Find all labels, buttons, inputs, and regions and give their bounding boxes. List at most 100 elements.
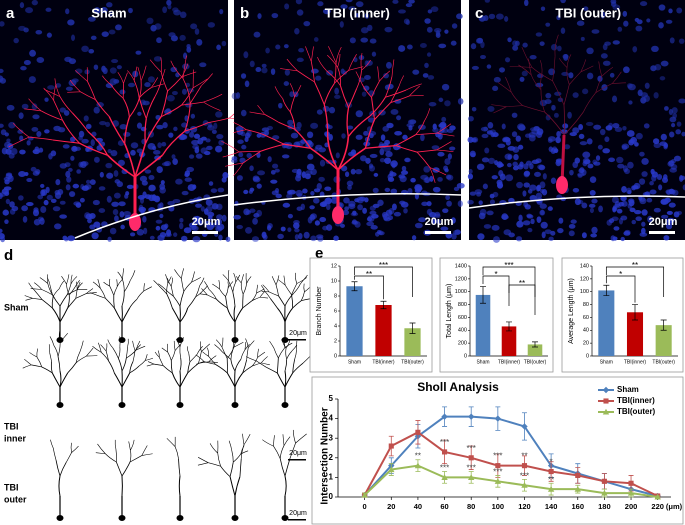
nucleus	[185, 102, 193, 108]
error-bar	[603, 284, 610, 296]
dendrite	[117, 271, 123, 280]
dendrite	[262, 133, 285, 145]
x-tick-label: 120	[518, 502, 531, 511]
nucleus	[38, 147, 44, 153]
dendrite	[259, 291, 265, 298]
dendrite	[159, 357, 164, 366]
nucleus	[470, 43, 477, 50]
dendrite	[580, 59, 587, 72]
dendrite	[184, 122, 209, 132]
dendrite	[36, 348, 38, 358]
dendrite	[395, 134, 416, 147]
dendrite	[233, 453, 242, 463]
nucleus	[304, 173, 311, 180]
nucleus	[192, 236, 201, 243]
nucleus	[399, 175, 407, 183]
nucleus	[550, 230, 556, 236]
nucleus	[555, 136, 561, 144]
dendrite	[276, 372, 286, 388]
nucleus	[319, 159, 326, 167]
nucleus	[278, 102, 283, 109]
nucleus	[405, 3, 413, 8]
nucleus	[33, 218, 41, 226]
dendrite	[134, 143, 147, 178]
nucleus	[377, 199, 384, 206]
significance-bracket	[508, 284, 536, 315]
nucleus	[93, 106, 100, 114]
marker	[601, 478, 607, 484]
nucleus	[602, 148, 611, 154]
dendrite	[268, 291, 279, 297]
dendrite	[113, 295, 115, 309]
nucleus	[240, 73, 247, 79]
dendrite	[178, 475, 181, 497]
dendrite	[182, 55, 187, 79]
dendrite	[361, 60, 371, 71]
nucleus	[408, 0, 415, 4]
dendrite	[261, 356, 268, 364]
dendrite	[201, 288, 208, 296]
nucleus	[71, 78, 79, 83]
dendrite	[161, 347, 168, 353]
nucleus	[111, 201, 120, 207]
dendrite	[189, 85, 202, 104]
nucleus	[682, 184, 685, 191]
dendrite	[67, 362, 77, 374]
dendrite	[238, 150, 262, 153]
nucleus	[355, 110, 363, 118]
dendrite	[339, 85, 350, 108]
nucleus	[235, 92, 241, 99]
nucleus	[208, 181, 214, 186]
bar	[375, 305, 392, 356]
nucleus	[563, 54, 569, 61]
nucleus	[355, 134, 363, 140]
nucleus	[563, 144, 571, 150]
nucleus	[345, 0, 353, 3]
nucleus	[59, 200, 66, 205]
nucleus	[13, 37, 19, 44]
nucleus	[313, 37, 319, 42]
nucleus	[206, 125, 215, 131]
nucleus	[23, 27, 29, 33]
nucleus	[339, 21, 344, 28]
scale-label: 20μm	[289, 510, 307, 517]
dendrite	[230, 359, 236, 372]
dendrite	[74, 70, 88, 82]
panel-label: b	[240, 5, 249, 22]
nucleus	[400, 201, 409, 208]
dendrite	[170, 360, 173, 374]
dendrite	[294, 349, 297, 360]
dendrite	[145, 96, 156, 119]
y-tick-label: 10	[331, 278, 337, 284]
nucleus	[225, 236, 231, 242]
dendrite	[390, 86, 400, 103]
dendrite	[59, 280, 65, 289]
nucleus	[286, 193, 293, 199]
dendrite	[242, 365, 253, 374]
nucleus	[21, 103, 29, 110]
dendrite	[66, 274, 70, 285]
nucleus	[342, 209, 350, 216]
x-tick-label: TBI(inner)	[498, 359, 521, 365]
nucleus	[586, 47, 594, 55]
dendrite	[398, 75, 405, 88]
dendrite	[75, 289, 78, 299]
nucleus	[444, 100, 451, 107]
nucleus	[557, 45, 562, 52]
dendrite	[141, 445, 148, 456]
marker	[521, 463, 528, 469]
dendrite	[255, 360, 267, 368]
series-line	[363, 431, 659, 497]
row-label: Sham	[4, 302, 29, 312]
nucleus	[142, 191, 147, 199]
y-tick-label: 0	[586, 353, 589, 359]
dendrite	[256, 288, 265, 294]
nucleus	[205, 138, 211, 143]
dendrite	[96, 294, 106, 299]
scale-bar	[425, 231, 451, 234]
nucleus	[171, 154, 176, 160]
nucleus	[544, 229, 552, 235]
nucleus	[138, 204, 144, 212]
nucleus	[283, 44, 289, 49]
